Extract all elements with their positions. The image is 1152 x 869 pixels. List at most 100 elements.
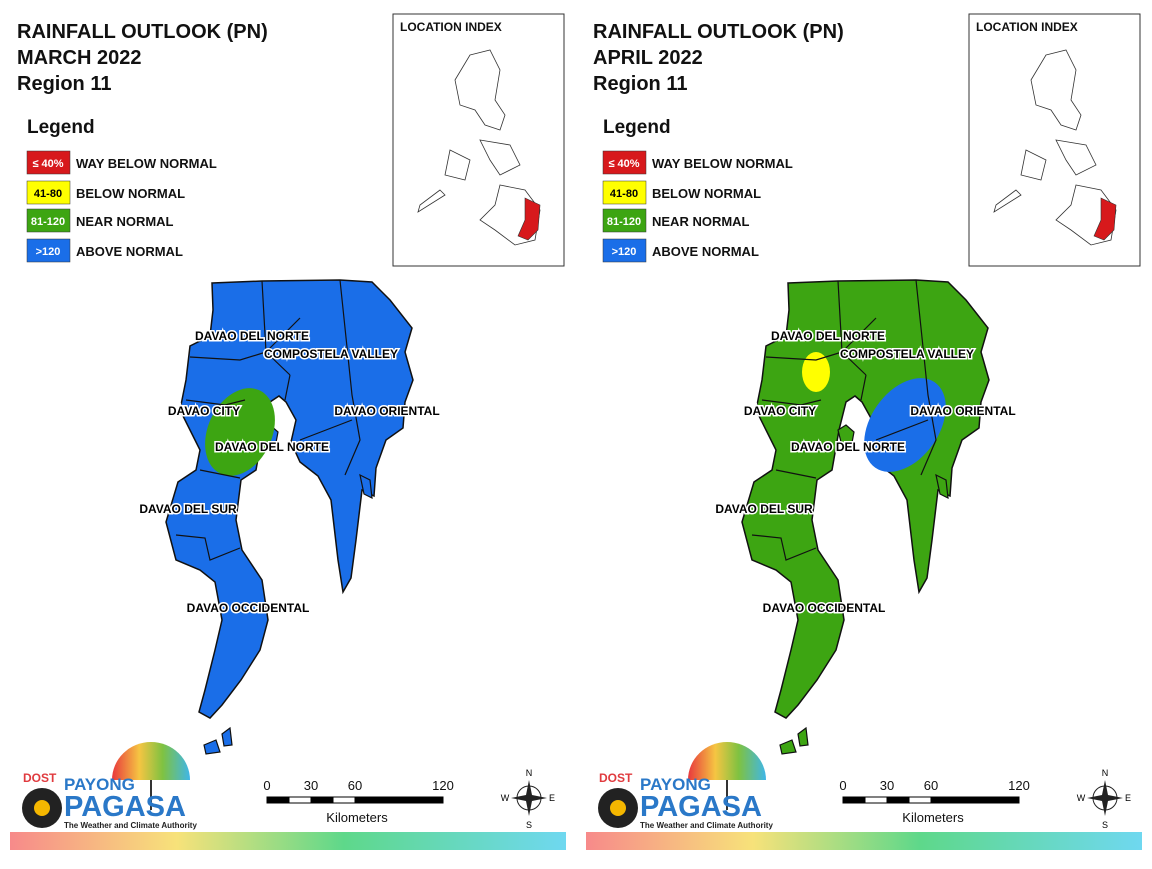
province-border: [751, 534, 817, 561]
region-highlight: [1093, 197, 1117, 241]
province-border: [299, 419, 353, 441]
compass-w: W: [1077, 793, 1086, 803]
compass-s: S: [526, 820, 532, 830]
title-line: APRIL 2022: [593, 47, 703, 69]
scale-tick-label: 30: [880, 778, 894, 793]
scale-segment: [842, 796, 866, 804]
legend-swatch: [26, 238, 71, 263]
legend-swatch: [26, 208, 71, 233]
logo-dost: DOST: [599, 771, 633, 785]
map-label: DAVAO ORIENTAL: [334, 404, 439, 418]
map-label: DAVAO DEL NORTE: [195, 329, 309, 343]
scale-tick-label: 30: [304, 778, 318, 793]
scale-unit: Kilometers: [902, 810, 964, 825]
color-band: [586, 832, 1142, 850]
title-line: MARCH 2022: [17, 47, 141, 69]
scale-tick-label: 120: [432, 778, 454, 793]
scale-segment: [332, 796, 356, 804]
province-border: [339, 279, 361, 476]
province-border: [915, 279, 937, 476]
philippines-outline: [417, 49, 541, 246]
title-line: Region 11: [593, 73, 687, 95]
logo-umbrella: [112, 742, 190, 780]
scale-tick-label: 60: [924, 778, 938, 793]
map-label: DAVAO DEL NORTE: [771, 329, 885, 343]
title-line: RAINFALL OUTLOOK (PN): [593, 21, 844, 43]
legend-swatch: [602, 180, 647, 205]
map-label: DAVAO DEL SUR: [715, 502, 813, 516]
rainfall-zone: [205, 388, 275, 476]
map-label: DAVAO OCCIDENTAL: [187, 601, 310, 615]
map-label: DAVAO OCCIDENTAL: [763, 601, 886, 615]
map-label: DAVAO CITY: [168, 404, 240, 418]
panel: RAINFALL OUTLOOK (PN) APRIL 2022 Region 11…: [586, 13, 1142, 850]
province-border: [775, 469, 817, 479]
title-line: Region 11: [17, 73, 111, 95]
logo-payong: PAYONG: [64, 775, 135, 794]
compass-e: E: [1125, 793, 1131, 803]
province-border: [199, 469, 241, 479]
title-line: RAINFALL OUTLOOK (PN): [17, 21, 268, 43]
legend-swatch-label: >120: [36, 246, 61, 258]
legend-swatch-label: 81-120: [31, 216, 65, 228]
compass-e: E: [549, 793, 555, 803]
map-label: DAVAO DEL NORTE: [791, 440, 905, 454]
legend-title: Legend: [603, 117, 671, 138]
map-label: DAVAO DEL NORTE: [215, 440, 329, 454]
logo-seal-inner: [34, 800, 50, 816]
province-border: [175, 534, 241, 561]
map-label: DAVAO CITY: [744, 404, 816, 418]
legend-swatch-label: ≤ 40%: [32, 158, 63, 170]
compass-s: S: [1102, 820, 1108, 830]
logo-pagasa: PAGASA: [64, 791, 186, 823]
island: [203, 424, 373, 755]
province-border: [284, 374, 291, 401]
legend-swatch-label: 41-80: [610, 188, 638, 200]
legend-label: NEAR NORMAL: [76, 214, 174, 229]
legend-label: ABOVE NORMAL: [652, 244, 759, 259]
region-highlight: [517, 197, 541, 241]
legend-swatch: [602, 150, 647, 175]
province-border: [875, 419, 929, 441]
province-border: [860, 374, 867, 401]
legend-label: BELOW NORMAL: [652, 186, 761, 201]
logo-tagline: The Weather and Climate Authority: [640, 821, 773, 830]
legend-label: WAY BELOW NORMAL: [652, 156, 793, 171]
province-border: [761, 399, 822, 406]
legend-swatch: [602, 238, 647, 263]
scale-tick-label: 60: [348, 778, 362, 793]
philippines-outline: [993, 49, 1117, 246]
scale-segment: [354, 796, 444, 804]
compass-star: [511, 780, 547, 816]
compass-n: N: [526, 768, 533, 778]
legend-label: NEAR NORMAL: [652, 214, 750, 229]
compass-n: N: [1102, 768, 1109, 778]
legend-label: ABOVE NORMAL: [76, 244, 183, 259]
map-label: DAVAO DEL SUR: [139, 502, 237, 516]
color-band: [10, 832, 566, 850]
scale-segment: [908, 796, 932, 804]
map-label: DAVAO ORIENTAL: [910, 404, 1015, 418]
legend-label: WAY BELOW NORMAL: [76, 156, 217, 171]
province-border: [189, 351, 267, 361]
legend-swatch-label: ≤ 40%: [608, 158, 639, 170]
scale-segment: [864, 796, 888, 804]
island: [779, 424, 949, 755]
scale-tick-label: 120: [1008, 778, 1030, 793]
compass-w: W: [501, 793, 510, 803]
province-border: [185, 399, 246, 406]
legend-title: Legend: [27, 117, 95, 138]
scale-segment: [930, 796, 1020, 804]
legend-swatch-label: 41-80: [34, 188, 62, 200]
legend-swatch-label: 81-120: [607, 216, 641, 228]
location-index-title: LOCATION INDEX: [976, 20, 1078, 34]
legend-label: BELOW NORMAL: [76, 186, 185, 201]
province-border: [765, 351, 843, 361]
province-border: [841, 317, 877, 353]
scale-segment: [288, 796, 312, 804]
map-label: COMPOSTELA VALLEY: [264, 347, 398, 361]
legend-swatch: [602, 208, 647, 233]
logo-umbrella: [688, 742, 766, 780]
logo-dost: DOST: [23, 771, 57, 785]
legend-swatch-label: >120: [612, 246, 637, 258]
